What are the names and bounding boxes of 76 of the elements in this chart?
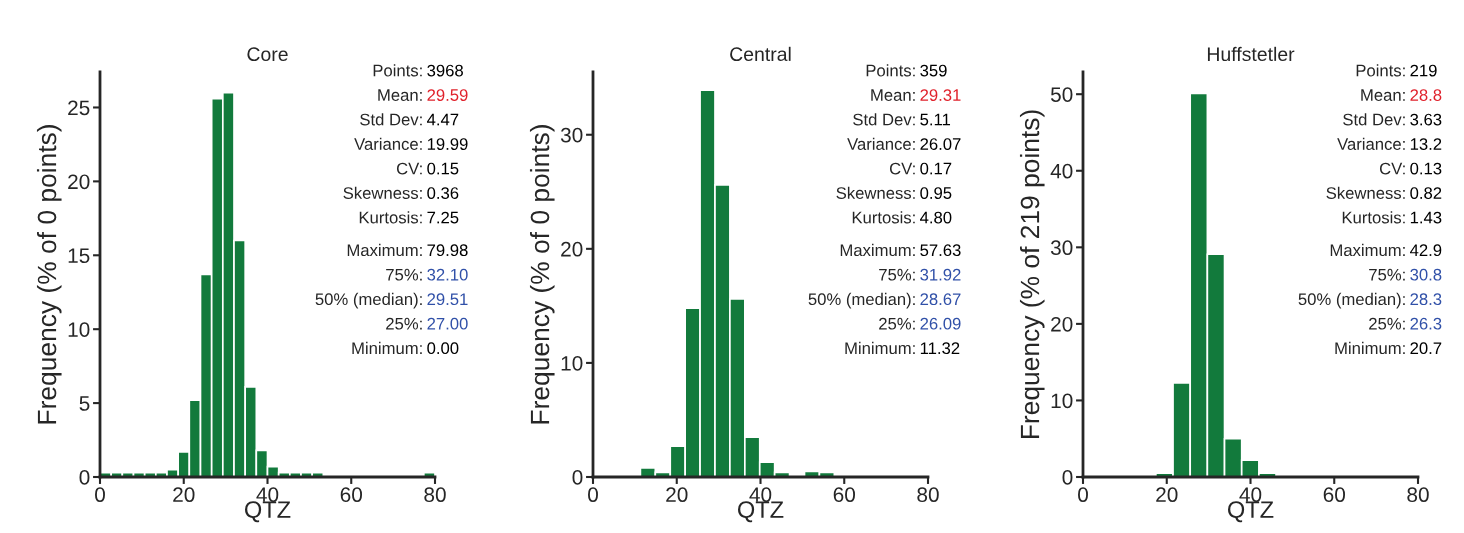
x-tick-label: 20 bbox=[173, 487, 195, 503]
annotation: 75%: 32.10 bbox=[386, 268, 468, 281]
annotation: Skewness: 0.82 bbox=[1326, 186, 1442, 199]
annotation: CV: 0.15 bbox=[396, 162, 459, 175]
x-tick-label: 80 bbox=[917, 487, 939, 503]
x-tick-label: 0 bbox=[95, 487, 105, 503]
y-tick-label: 40 bbox=[1050, 163, 1073, 179]
y-tick-label: 0 bbox=[79, 470, 90, 485]
x-tick-label: 80 bbox=[424, 487, 446, 503]
x-tick-label: 40 bbox=[749, 487, 772, 503]
annotation: 75%: 30.8 bbox=[1369, 268, 1442, 281]
annotation: Kurtosis: 1.43 bbox=[1342, 211, 1442, 224]
annotation: Kurtosis: 7.25 bbox=[359, 211, 459, 224]
annotation: Mean: 29.31 bbox=[871, 89, 961, 101]
annotation: Mean: 29.59 bbox=[378, 89, 468, 101]
annotation: 25%: 27.00 bbox=[386, 317, 468, 330]
annotation: Points: 3968 bbox=[373, 64, 463, 77]
annotation: Maximum: 42.9 bbox=[1330, 243, 1442, 257]
annotation: Std Dev: 4.47 bbox=[360, 113, 459, 126]
annotation: Std Dev: 3.63 bbox=[1343, 113, 1442, 126]
x-axis-title: QTZ bbox=[738, 501, 784, 523]
y-tick-label: 20 bbox=[68, 174, 90, 190]
x-tick-label: 0 bbox=[1078, 487, 1088, 503]
x-tick-label: 60 bbox=[1323, 487, 1346, 503]
annotation: Points: 219 bbox=[1356, 64, 1437, 77]
annotation: Variance: 26.07 bbox=[847, 137, 961, 150]
annotation: Maximum: 57.63 bbox=[840, 243, 961, 257]
y-axis-title: Frequency (% of 0 points) bbox=[529, 125, 555, 424]
annotation: 25%: 26.09 bbox=[879, 317, 961, 330]
annotation: Mean: 28.8 bbox=[1361, 89, 1442, 101]
annotation: Skewness: 0.36 bbox=[343, 186, 459, 199]
annotation: 25%: 26.3 bbox=[1369, 317, 1442, 330]
y-tick-label: 10 bbox=[68, 322, 90, 337]
x-axis-title: QTZ bbox=[245, 501, 291, 523]
x-tick-label: 0 bbox=[588, 487, 598, 503]
annotation: Minimum: 20.7 bbox=[1335, 341, 1442, 355]
x-tick-label: 60 bbox=[340, 487, 363, 503]
chart-title: Central bbox=[730, 46, 791, 62]
y-axis-title: Frequency (% of 0 points) bbox=[36, 125, 62, 424]
x-tick-label: 20 bbox=[1156, 487, 1178, 503]
annotation: Variance: 13.2 bbox=[1337, 137, 1442, 150]
y-tick-label: 20 bbox=[1051, 316, 1073, 332]
annotation: Maximum: 79.98 bbox=[347, 243, 468, 257]
annotation: 50% (median): 28.3 bbox=[1298, 292, 1442, 309]
y-tick-label: 30 bbox=[560, 127, 583, 143]
y-tick-label: 20 bbox=[561, 241, 583, 257]
chart-title: Huffstetler bbox=[1207, 46, 1295, 62]
y-tick-label: 50 bbox=[1050, 87, 1073, 102]
x-tick-label: 20 bbox=[666, 487, 688, 503]
y-tick-label: 0 bbox=[1062, 470, 1073, 485]
annotation: 50% (median): 28.67 bbox=[808, 292, 961, 309]
y-tick-label: 5 bbox=[79, 396, 90, 411]
annotation: Variance: 19.99 bbox=[354, 137, 468, 150]
chart-title: Core bbox=[247, 47, 288, 62]
annotation: 50% (median): 29.51 bbox=[315, 292, 468, 309]
annotation: Std Dev: 5.11 bbox=[853, 113, 951, 126]
x-axis-title: QTZ bbox=[1228, 501, 1274, 523]
x-tick-label: 40 bbox=[256, 487, 279, 503]
x-tick-label: 60 bbox=[833, 487, 856, 503]
annotation: Minimum: 11.32 bbox=[845, 341, 960, 355]
annotation: CV: 0.17 bbox=[889, 162, 952, 175]
x-tick-label: 40 bbox=[1239, 487, 1262, 503]
annotation: Kurtosis: 4.80 bbox=[852, 211, 952, 224]
y-tick-label: 10 bbox=[1051, 393, 1073, 409]
annotation: Points: 359 bbox=[866, 64, 947, 77]
y-tick-label: 0 bbox=[572, 470, 583, 485]
y-axis-title: Frequency (% of 219 points) bbox=[1019, 110, 1045, 439]
annotation: Skewness: 0.95 bbox=[836, 186, 952, 199]
annotation: 75%: 31.92 bbox=[879, 268, 961, 281]
y-tick-label: 15 bbox=[68, 248, 90, 264]
annotation: Minimum: 0.00 bbox=[352, 341, 459, 355]
y-tick-label: 10 bbox=[561, 355, 583, 371]
y-tick-label: 30 bbox=[1050, 240, 1073, 256]
x-tick-label: 80 bbox=[1407, 487, 1429, 503]
y-tick-label: 25 bbox=[68, 100, 90, 116]
annotation: CV: 0.13 bbox=[1379, 162, 1442, 175]
